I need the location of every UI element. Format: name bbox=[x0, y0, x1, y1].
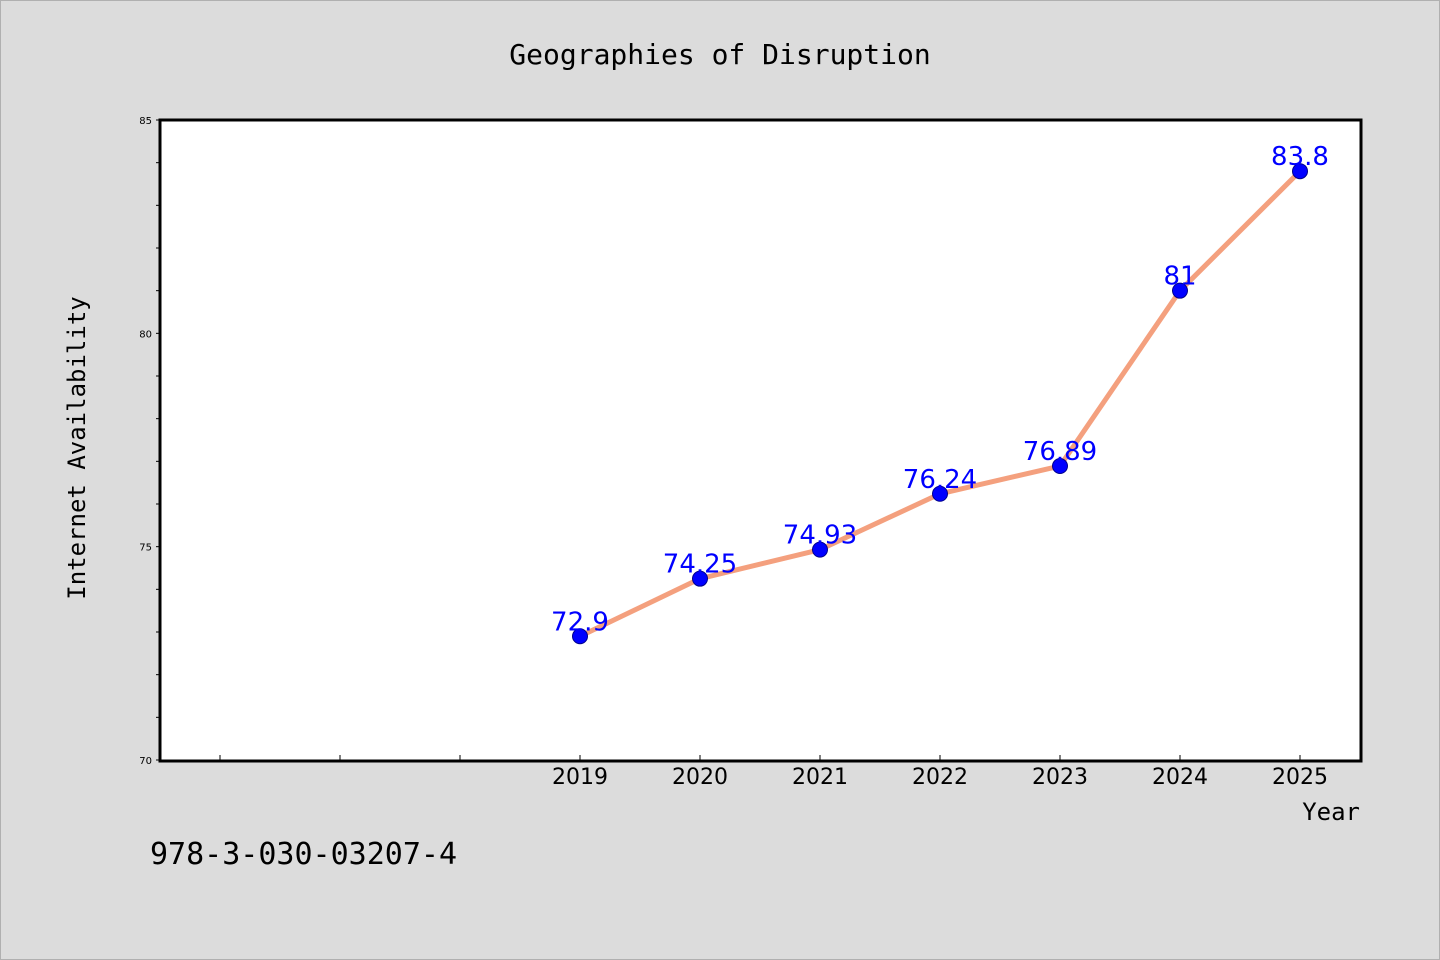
data-point bbox=[1172, 282, 1188, 299]
plot-area bbox=[158, 118, 1363, 763]
data-point bbox=[932, 485, 948, 502]
y-tick-label: 75 bbox=[139, 543, 152, 554]
x-tick-label: 2023 bbox=[1032, 765, 1088, 790]
x-tick-label: 2019 bbox=[552, 765, 608, 790]
y-tick-label: 70 bbox=[139, 756, 152, 767]
y-axis-label: Internet Availability bbox=[63, 296, 91, 599]
data-label: 74.25 bbox=[663, 550, 737, 580]
data-label: 76.89 bbox=[1023, 437, 1097, 467]
y-axis: 70 75 80 85 bbox=[139, 116, 160, 767]
x-axis-label: Year bbox=[1302, 798, 1360, 826]
x-tick-label: 2021 bbox=[792, 765, 848, 790]
data-point bbox=[1052, 458, 1068, 475]
data-point bbox=[572, 628, 588, 645]
data-label: 81 bbox=[1163, 262, 1196, 292]
chart-title: Geographies of Disruption bbox=[509, 38, 930, 71]
x-axis: 2019 2020 2021 2022 2023 2024 2025 bbox=[219, 755, 1328, 790]
data-label: 76.24 bbox=[903, 465, 977, 495]
y-tick-label: 85 bbox=[139, 116, 152, 127]
isbn-footer: 978-3-030-03207-4 bbox=[150, 837, 457, 872]
data-point bbox=[692, 570, 708, 587]
data-label: 83.8 bbox=[1271, 142, 1329, 172]
data-point bbox=[1292, 163, 1308, 180]
data-label: 74.93 bbox=[783, 521, 857, 551]
x-tick-label: 2025 bbox=[1272, 765, 1328, 790]
x-tick-label: 2022 bbox=[912, 765, 968, 790]
data-label: 72.9 bbox=[551, 607, 609, 637]
series-line: 72.9 74.25 74.93 76.24 76.89 81 83.8 bbox=[551, 142, 1329, 645]
y-tick-label: 80 bbox=[139, 329, 152, 340]
x-tick-label: 2020 bbox=[672, 765, 728, 790]
data-point bbox=[812, 541, 828, 558]
x-tick-label: 2024 bbox=[1152, 765, 1208, 790]
